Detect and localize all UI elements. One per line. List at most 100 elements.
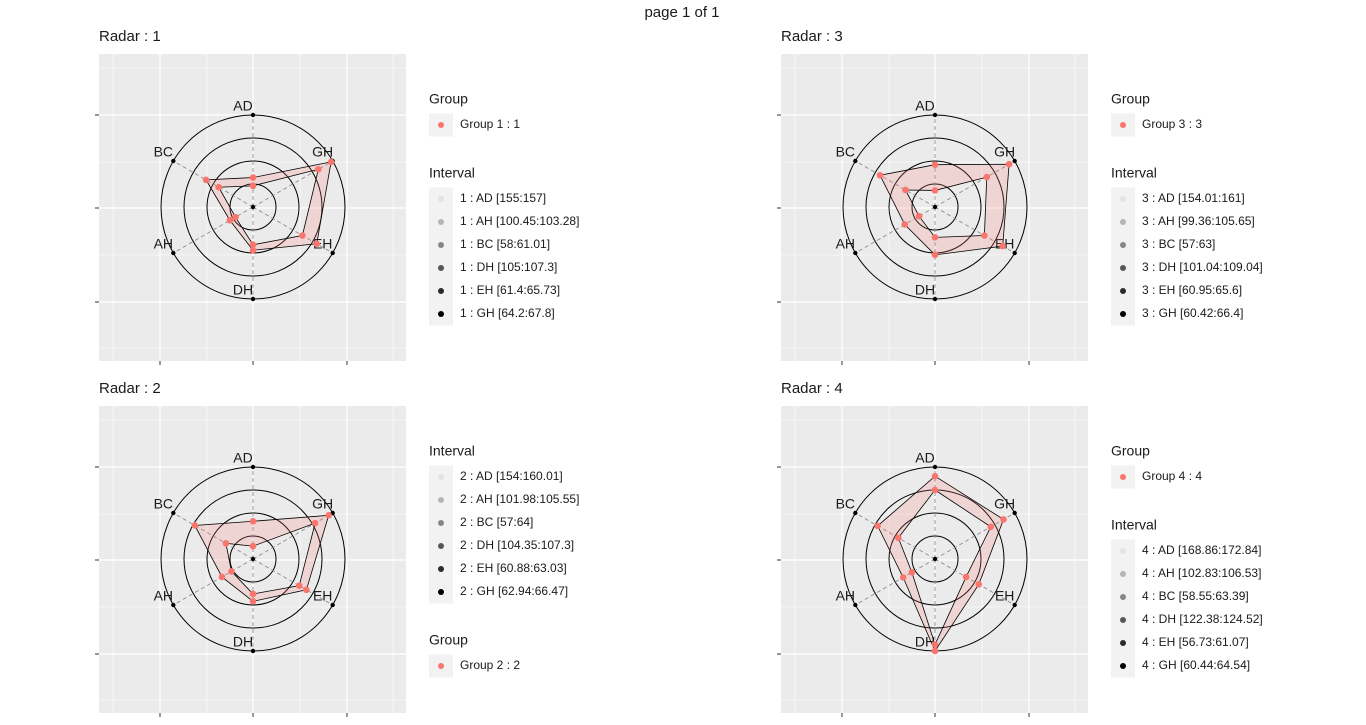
axis-label: AD	[915, 450, 934, 466]
data-point	[931, 161, 939, 168]
axis-end-dot	[250, 648, 256, 654]
axis-label: AH	[154, 588, 173, 604]
legend-item: 3 : DH [101.04:109.04]	[1142, 260, 1263, 274]
data-point	[215, 183, 223, 191]
legend-item: 2 : DH [104.35:107.3]	[460, 538, 574, 552]
spoke	[252, 160, 333, 208]
data-point	[931, 234, 939, 241]
legend-item: 3 : AH [99.36:105.65]	[1142, 214, 1255, 228]
axis-label: AD	[233, 450, 252, 466]
legend-item: 2 : BC [57:64]	[460, 515, 533, 529]
axis-label: BC	[154, 496, 173, 512]
axis-end-dot	[171, 510, 176, 516]
data-point	[202, 176, 210, 184]
axis-end-dot	[853, 250, 858, 256]
data-point	[299, 232, 306, 239]
spoke	[934, 160, 1015, 208]
axis-label: GH	[312, 496, 333, 512]
data-point	[931, 472, 939, 480]
legend-title: Group	[429, 632, 468, 648]
data-point	[874, 522, 881, 530]
legend-dot	[1120, 474, 1126, 480]
legend-dot	[1120, 311, 1126, 317]
axis-end-dot	[250, 296, 256, 302]
legend-dot	[1120, 663, 1126, 669]
axis-end-dot	[250, 112, 256, 118]
data-point	[218, 573, 226, 581]
axis-label: BC	[154, 144, 173, 160]
axis-label: EH	[313, 588, 332, 604]
legend-dot	[438, 663, 444, 669]
axis-end-dot	[250, 464, 256, 470]
axis-label: EH	[995, 588, 1014, 604]
legend-item: 2 : AH [101.98:105.55]	[460, 492, 579, 506]
legend-item: 2 : EH [60.88:63.03]	[460, 561, 567, 575]
legend-dot	[438, 219, 444, 225]
legend-dot	[1120, 196, 1126, 202]
axis-label: GH	[312, 144, 333, 160]
legend-item: 1 : GH [64.2:67.8]	[460, 306, 555, 320]
legend-dot	[438, 543, 444, 549]
data-point	[983, 173, 991, 181]
panel-title: Radar : 3	[781, 28, 843, 45]
legend-dot	[438, 589, 444, 595]
data-point	[315, 165, 322, 173]
legend-dot	[438, 242, 444, 248]
legend-item: 4 : AH [102.83:106.53]	[1142, 566, 1261, 580]
legend-item: 4 : DH [122.38:124.52]	[1142, 612, 1263, 626]
legend-dot	[438, 265, 444, 271]
legend-title: Interval	[1111, 517, 1157, 533]
panel-title: Radar : 4	[781, 380, 843, 397]
legend-title: Group	[1111, 443, 1150, 459]
data-point	[249, 542, 257, 550]
data-point	[931, 187, 939, 194]
data-point	[327, 158, 335, 166]
legend-item: Group 3 : 3	[1142, 117, 1202, 131]
legend-title: Interval	[1111, 165, 1157, 181]
spoke	[934, 206, 1015, 254]
data-point	[228, 568, 235, 575]
legend-item: 4 : AD [168.86:172.84]	[1142, 543, 1261, 557]
spoke	[934, 512, 1015, 560]
legend-item: 3 : GH [60.42:66.4]	[1142, 306, 1243, 320]
data-point	[931, 486, 939, 494]
legend-item: 1 : AH [100.45:103.28]	[460, 214, 579, 228]
legend-dot	[438, 497, 444, 503]
data-point	[1000, 516, 1007, 523]
legend-dot	[1120, 122, 1126, 128]
axis-label: GH	[994, 496, 1015, 512]
data-point	[249, 182, 257, 190]
panel-title: Radar : 2	[99, 380, 161, 397]
data-point	[249, 598, 257, 605]
data-point	[295, 582, 303, 589]
data-point	[999, 242, 1007, 250]
data-point	[981, 232, 988, 239]
legend-item: Group 4 : 4	[1142, 469, 1202, 483]
axis-end-dot	[1012, 158, 1017, 164]
legend-item: 4 : BC [58.55:63.39]	[1142, 589, 1249, 603]
axis-end-dot	[1012, 602, 1017, 608]
radial-ring	[183, 489, 323, 629]
data-point	[249, 174, 257, 181]
legend-item: 4 : GH [60.44:64.54]	[1142, 658, 1250, 672]
legend-dot	[438, 474, 444, 480]
axis-label: AD	[915, 98, 934, 114]
axis-end-dot	[1012, 250, 1017, 256]
data-point	[876, 171, 884, 179]
data-point	[325, 512, 332, 519]
legend-title: Group	[429, 91, 468, 107]
spoke	[173, 206, 254, 254]
legend-item: 1 : BC [58:61.01]	[460, 237, 550, 251]
spoke	[252, 206, 333, 254]
axis-end-dot	[932, 296, 938, 302]
legend-dot	[1120, 219, 1126, 225]
legend-dot	[1120, 242, 1126, 248]
spoke	[173, 558, 254, 606]
legend-dot	[1120, 288, 1126, 294]
axis-end-dot	[1012, 510, 1017, 516]
data-point	[931, 641, 939, 648]
legend-dot	[438, 288, 444, 294]
axis-label: BC	[836, 496, 855, 512]
